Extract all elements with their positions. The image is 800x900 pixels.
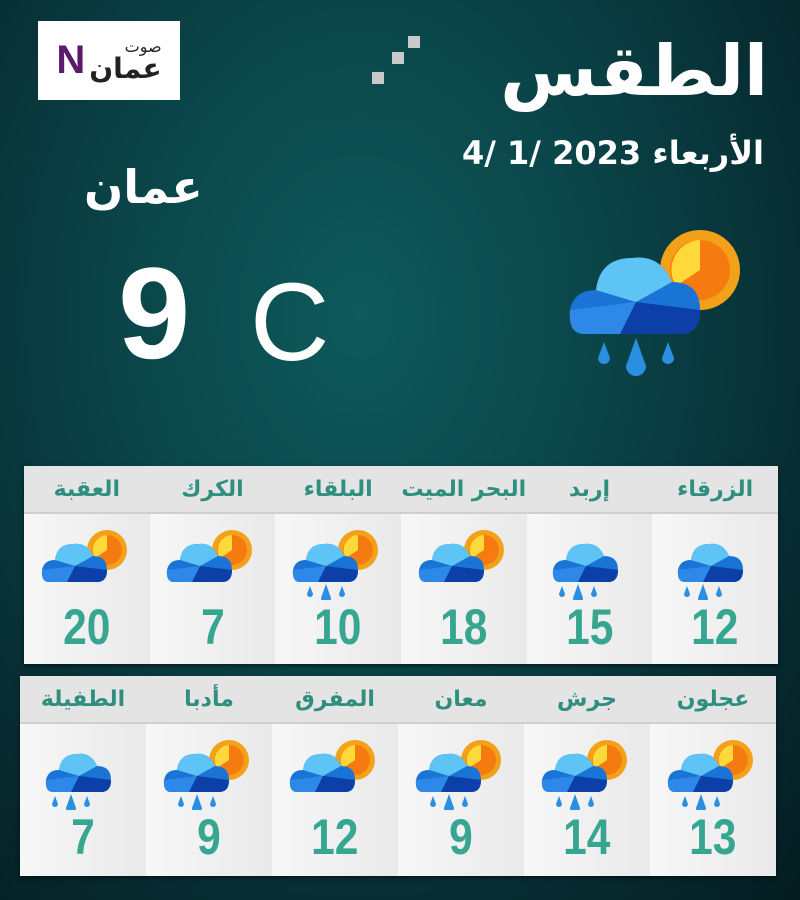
city-forecast-card: الكرك 7 <box>149 466 276 664</box>
city-name: إربد <box>526 466 653 514</box>
city-name: الزرقاء <box>652 466 778 514</box>
city-name: معان <box>398 676 524 724</box>
city-name: مأدبا <box>146 676 272 724</box>
cloud-icon <box>167 543 233 582</box>
raindrops-icon <box>178 794 216 810</box>
city-temperature: 15 <box>565 599 614 655</box>
city-name: البلقاء <box>275 466 401 514</box>
partly-cloudy-icon <box>167 530 253 582</box>
main-city: عمان <box>84 160 203 214</box>
rain-icon <box>678 543 744 600</box>
city-forecast-card: إربد 15 <box>526 466 653 664</box>
city-temperature: 12 <box>691 599 739 655</box>
raindrops-icon <box>558 584 597 600</box>
city-forecast-card: المفرق 12 <box>272 676 398 876</box>
city-temperature: 13 <box>689 809 737 865</box>
forecast-row-1: الزرقاء 12 إربد 15 البحر الميت 18 البلقاء 10 الك… <box>23 466 778 664</box>
city-name: البحر الميت <box>400 466 527 514</box>
date: الأربعاء 2023 /1 /4 <box>461 134 764 172</box>
cloud-icon <box>418 543 484 582</box>
city-name: الطفيلة <box>20 676 146 724</box>
cloud-icon <box>293 543 359 582</box>
rain-icon <box>552 543 618 600</box>
temperature-unit: C <box>250 261 330 384</box>
cloud-icon <box>569 257 700 334</box>
city-temperature: 7 <box>200 599 225 655</box>
city-temperature: 18 <box>440 599 488 655</box>
city-name: عجلون <box>650 676 776 724</box>
city-temperature: 9 <box>197 809 221 865</box>
city-forecast-card: معان 9 <box>398 676 524 876</box>
cloud-icon <box>552 543 618 582</box>
partly-cloudy-rain-icon <box>541 740 627 810</box>
city-forecast-card: البلقاء 10 <box>275 466 401 664</box>
raindrops-icon <box>52 794 90 810</box>
partly-cloudy-rain-icon <box>163 740 249 810</box>
cloud-icon <box>41 543 107 582</box>
city-forecast-card: مأدبا 9 <box>146 676 272 876</box>
city-name: المفرق <box>272 676 398 724</box>
raindrops-icon <box>556 794 594 810</box>
rain-icon <box>45 753 112 810</box>
cloud-icon <box>541 753 607 792</box>
city-temperature: 10 <box>314 599 362 655</box>
cloud-icon <box>289 753 355 792</box>
cloud-icon <box>667 753 733 792</box>
cloud-icon <box>45 753 112 792</box>
city-temperature: 20 <box>63 599 111 655</box>
city-temperature: 9 <box>449 809 473 865</box>
city-forecast-card: جرش 14 <box>524 676 650 876</box>
partly-cloudy-icon <box>41 530 127 582</box>
logo: N صوت عمان <box>38 21 180 100</box>
city-forecast-card: البحر الميت 18 <box>400 466 527 664</box>
raindrops-icon <box>307 584 346 600</box>
city-name: العقبة <box>23 466 150 514</box>
partly-cloudy-rain-icon <box>569 230 740 376</box>
raindrops-icon <box>684 584 723 600</box>
city-forecast-card: العقبة 20 <box>23 466 150 664</box>
city-temperature: 12 <box>311 809 359 865</box>
partly-cloudy-rain-icon <box>415 740 501 810</box>
raindrops-icon <box>430 794 468 810</box>
partly-cloudy-icon <box>289 740 375 792</box>
city-temperature: 7 <box>71 809 95 865</box>
raindrops-icon <box>682 794 720 810</box>
cloud-icon <box>415 753 481 792</box>
city-name: الكرك <box>149 466 276 514</box>
raindrops-icon <box>598 338 674 376</box>
main-temperature: 9 <box>118 240 191 386</box>
city-forecast-card: الزرقاء 12 <box>652 466 778 664</box>
page-title: الطقس <box>500 30 768 112</box>
partly-cloudy-rain-icon <box>667 740 753 810</box>
logo-mark: N <box>56 38 86 82</box>
partly-cloudy-rain-icon <box>293 530 379 600</box>
city-forecast-card: عجلون 13 <box>650 676 776 876</box>
forecast-row-2: عجلون 13 جرش 14 معان 9 المفرق 12 مأدبا 9 الطفيلة 7 <box>20 676 776 876</box>
logo-text: صوت عمان <box>89 36 162 85</box>
cloud-icon <box>678 543 744 582</box>
partly-cloudy-icon <box>418 530 504 582</box>
city-forecast-card: الطفيلة 7 <box>20 676 146 876</box>
sun-icon <box>461 740 501 780</box>
city-name: جرش <box>524 676 650 724</box>
cloud-icon <box>163 753 229 792</box>
city-temperature: 14 <box>563 809 611 865</box>
